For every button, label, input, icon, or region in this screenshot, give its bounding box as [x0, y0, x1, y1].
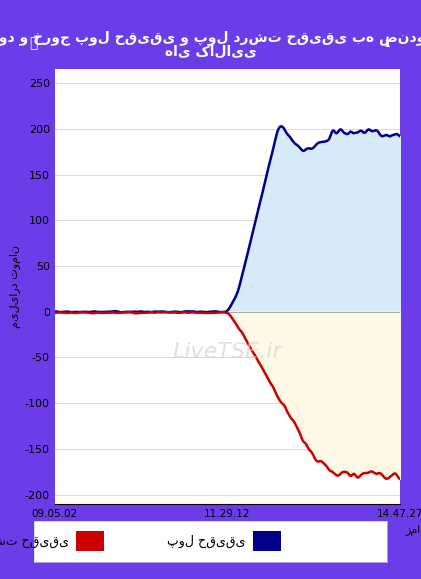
Text: پول حقیقی: پول حقیقی: [168, 535, 246, 548]
Text: پول درشت حقیقی: پول درشت حقیقی: [0, 535, 69, 548]
X-axis label: زمان: زمان: [405, 526, 421, 536]
Bar: [253, 532, 281, 551]
Text: های کالایی: های کالایی: [165, 45, 256, 59]
Text: 🔄: 🔄: [29, 36, 38, 50]
Text: ورود و خروج پول حقیقی و پول درشت حقیقی به صندوق: ورود و خروج پول حقیقی و پول درشت حقیقی ب…: [0, 30, 421, 45]
Y-axis label: میلیارد تومان: میلیارد تومان: [10, 245, 21, 328]
Bar: [76, 532, 104, 551]
Text: LiveTSE.ir: LiveTSE.ir: [173, 342, 282, 362]
Text: ℹ: ℹ: [385, 36, 390, 50]
